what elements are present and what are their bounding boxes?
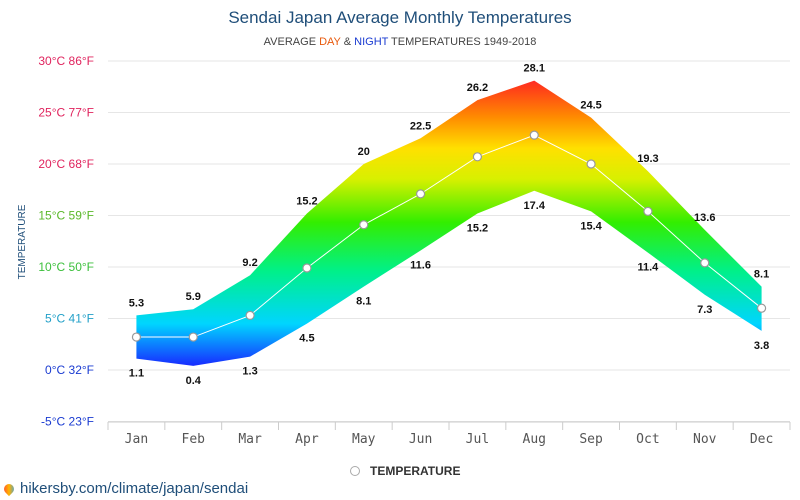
day-value-label: 8.1 bbox=[754, 269, 769, 281]
average-point bbox=[188, 332, 198, 342]
x-tick-label: Jul bbox=[466, 432, 489, 447]
night-value-label: 4.5 bbox=[299, 333, 314, 345]
day-value-label: 13.6 bbox=[694, 212, 715, 224]
day-value-label: 19.3 bbox=[637, 153, 658, 165]
map-pin-icon bbox=[1, 481, 17, 496]
night-value-label: 1.1 bbox=[129, 368, 144, 380]
night-value-label: 17.4 bbox=[524, 200, 546, 212]
source-text: hikersby.com/climate/japan/sendai bbox=[20, 480, 249, 497]
average-point bbox=[586, 159, 596, 169]
subtitle-suffix: TEMPERATURES 1949-2018 bbox=[388, 36, 537, 48]
chart-legend[interactable]: TEMPERATURE bbox=[350, 464, 460, 478]
night-value-label: 8.1 bbox=[356, 296, 371, 308]
day-value-label: 5.3 bbox=[129, 297, 144, 309]
y-tick-label: 20°C 68°F bbox=[38, 157, 94, 171]
day-value-label: 22.5 bbox=[410, 120, 431, 132]
subtitle-night: NIGHT bbox=[354, 36, 389, 48]
x-tick-label: Aug bbox=[523, 432, 546, 447]
average-point bbox=[415, 189, 426, 199]
average-point bbox=[643, 206, 653, 216]
average-point bbox=[245, 310, 255, 321]
x-tick-label: May bbox=[352, 432, 376, 447]
y-tick-label: 30°C 86°F bbox=[38, 54, 94, 68]
night-value-label: 7.3 bbox=[697, 304, 712, 316]
average-point bbox=[756, 303, 767, 313]
y-tick-label: 5°C 41°F bbox=[45, 312, 94, 326]
subtitle-day: DAY bbox=[319, 36, 341, 48]
y-tick-label: 15°C 59°F bbox=[38, 209, 94, 223]
day-value-label: 24.5 bbox=[580, 100, 601, 112]
x-tick-label: Dec bbox=[750, 432, 773, 447]
y-tick-label: 0°C 32°F bbox=[45, 363, 94, 377]
chart-title: Sendai Japan Average Monthly Temperature… bbox=[228, 8, 572, 27]
average-point bbox=[302, 263, 312, 273]
night-value-label: 1.3 bbox=[242, 366, 257, 378]
day-value-label: 5.9 bbox=[186, 291, 201, 303]
day-value-label: 15.2 bbox=[296, 195, 317, 207]
x-tick-label: Oct bbox=[636, 432, 659, 447]
night-value-label: 15.4 bbox=[580, 220, 602, 232]
average-point bbox=[529, 130, 539, 140]
legend-circle-icon bbox=[350, 466, 360, 476]
y-tick-label: 25°C 77°F bbox=[38, 106, 94, 120]
night-value-label: 11.4 bbox=[638, 262, 660, 274]
x-tick-label: Mar bbox=[238, 432, 262, 447]
average-point bbox=[700, 258, 710, 268]
day-value-label: 28.1 bbox=[524, 63, 545, 75]
chart-subtitle: AVERAGE DAY & NIGHT TEMPERATURES 1949-20… bbox=[0, 36, 800, 48]
subtitle-amp: & bbox=[340, 36, 355, 48]
y-tick-label: 10°C 50°F bbox=[38, 260, 94, 274]
x-tick-label: Sep bbox=[579, 432, 603, 447]
subtitle-prefix: AVERAGE bbox=[263, 36, 320, 48]
average-point bbox=[359, 220, 369, 230]
average-point bbox=[472, 152, 483, 162]
x-tick-label: Nov bbox=[693, 432, 717, 447]
day-value-label: 9.2 bbox=[242, 257, 257, 269]
temperature-band bbox=[136, 80, 762, 366]
x-tick-label: Jun bbox=[409, 432, 432, 447]
average-point bbox=[131, 332, 142, 342]
night-value-label: 3.8 bbox=[754, 340, 769, 352]
y-tick-label: -5°C 23°F bbox=[41, 415, 94, 429]
legend-label: TEMPERATURE bbox=[370, 464, 461, 478]
x-tick-label: Apr bbox=[295, 432, 319, 447]
day-value-label: 20 bbox=[358, 146, 370, 158]
average-line bbox=[136, 134, 762, 338]
x-tick-label: Feb bbox=[182, 432, 206, 447]
source-link[interactable]: hikersby.com/climate/japan/sendai bbox=[1, 480, 249, 497]
x-tick-label: Jan bbox=[125, 432, 148, 447]
night-value-label: 11.6 bbox=[410, 260, 431, 272]
day-value-label: 26.2 bbox=[467, 82, 488, 94]
y-axis-title: TEMPERATURE bbox=[17, 204, 28, 279]
night-value-label: 15.2 bbox=[467, 222, 488, 234]
night-value-label: 0.4 bbox=[186, 375, 202, 387]
